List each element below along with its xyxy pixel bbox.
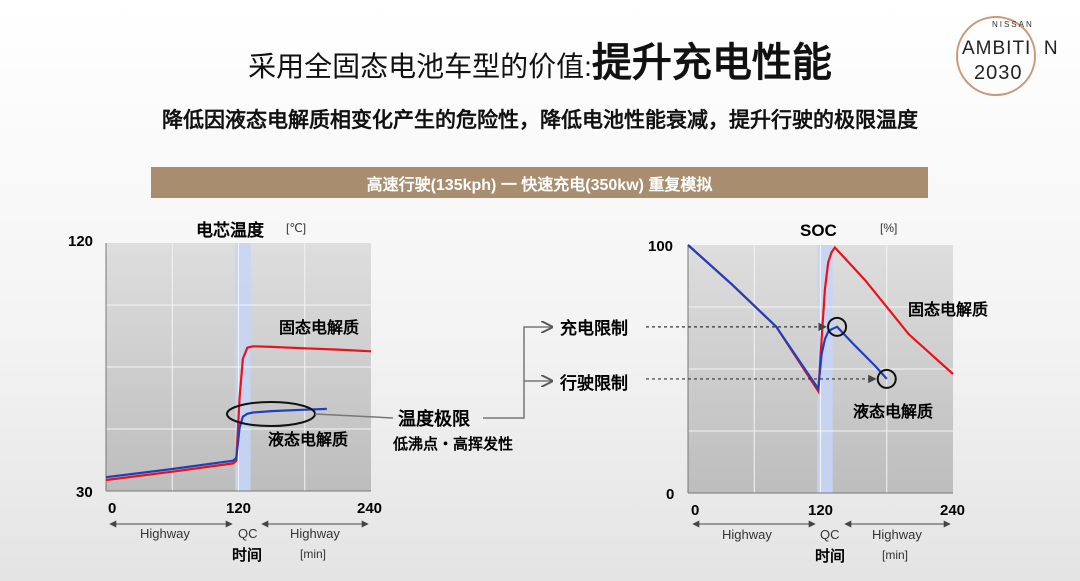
soc-unit: [%] (880, 221, 897, 235)
temperature-chart: 电芯温度 [℃] 30 120 0 120 240 Highway QC Hig… (68, 220, 513, 564)
charge-limit-label: 充电限制 (560, 318, 628, 338)
logo-word-end: N (1043, 38, 1059, 59)
slide-title: 采用全固态电池车型的价值:提升充电性能 (180, 30, 900, 88)
temp-xtick-120: 120 (226, 500, 251, 517)
temp-xtick-0: 0 (108, 500, 116, 517)
soc-xunit: [min] (882, 548, 908, 562)
soc-segment-highway1: Highway (722, 527, 772, 542)
temp-ytick-30: 30 (76, 484, 93, 501)
logo-year: 2030 (974, 62, 1023, 84)
limit-bracket-line (483, 327, 552, 419)
temp-segment-highway2: Highway (290, 526, 340, 541)
simulation-banner: 高速行驶(135kph) 一 快速充电(350kw) 重复模拟 (151, 167, 928, 198)
temp-limit-connector (314, 413, 394, 419)
soc-ytick-0: 0 (666, 486, 674, 503)
temp-xtick-240: 240 (357, 500, 382, 517)
temp-limit-sublabel: 低沸点・高挥发性 (392, 435, 513, 453)
logo-ring-icon (956, 16, 1036, 96)
limit-bracket (483, 327, 552, 419)
charge-limit-marker (827, 316, 848, 337)
slide-subtitle: 降低因液态电解质相变化产生的危险性，降低电池性能衰减，提升行驶的极限温度 (162, 109, 918, 132)
temp-xlabel: 时间 (232, 546, 262, 564)
temp-legend-liquid: 液态电解质 (268, 430, 348, 449)
soc-series-liquid-line (687, 244, 888, 392)
soc-segment-qc: QC (820, 527, 840, 542)
temp-title: 电芯温度 (196, 220, 265, 240)
soc-legend-solid: 固态电解质 (908, 300, 988, 319)
temp-segment-highway1: Highway (140, 526, 190, 541)
temp-limit-label: 温度极限 (398, 408, 471, 429)
soc-xtick-0: 0 (691, 502, 699, 519)
soc-ytick-100: 100 (648, 238, 673, 255)
title-prefix: 采用全固态电池车型的价值: (248, 51, 592, 82)
soc-xtick-120: 120 (808, 502, 833, 519)
logo-word-main: AMBITI (962, 38, 1032, 59)
soc-legend-liquid: 液态电解质 (853, 402, 933, 421)
soc-title: SOC (800, 221, 837, 240)
soc-segment-highway2: Highway (872, 527, 922, 542)
soc-xtick-240: 240 (940, 502, 965, 519)
temp-segment-qc: QC (238, 526, 258, 541)
drive-limit-label: 行驶限制 (559, 373, 628, 393)
soc-xlabel: 时间 (815, 547, 845, 565)
temp-series-solid-line (105, 345, 372, 482)
temp-ytick-120: 120 (68, 233, 93, 250)
temp-legend-solid: 固态电解质 (279, 318, 359, 337)
logo-brand: NISSAN (992, 20, 1034, 29)
logo-word: AMBITI N (962, 38, 1059, 60)
temp-unit: [℃] (286, 221, 306, 235)
soc-chart: SOC [%] 0 100 0 120 240 Highway QC Highw… (559, 221, 988, 565)
nissan-ambition-logo: NISSAN AMBITI N 2030 (952, 14, 1080, 100)
title-main: 提升充电性能 (591, 41, 832, 85)
temp-series-liquid-line (105, 407, 327, 479)
temp-xunit: [min] (300, 547, 326, 561)
drive-limit-marker (876, 368, 897, 389)
